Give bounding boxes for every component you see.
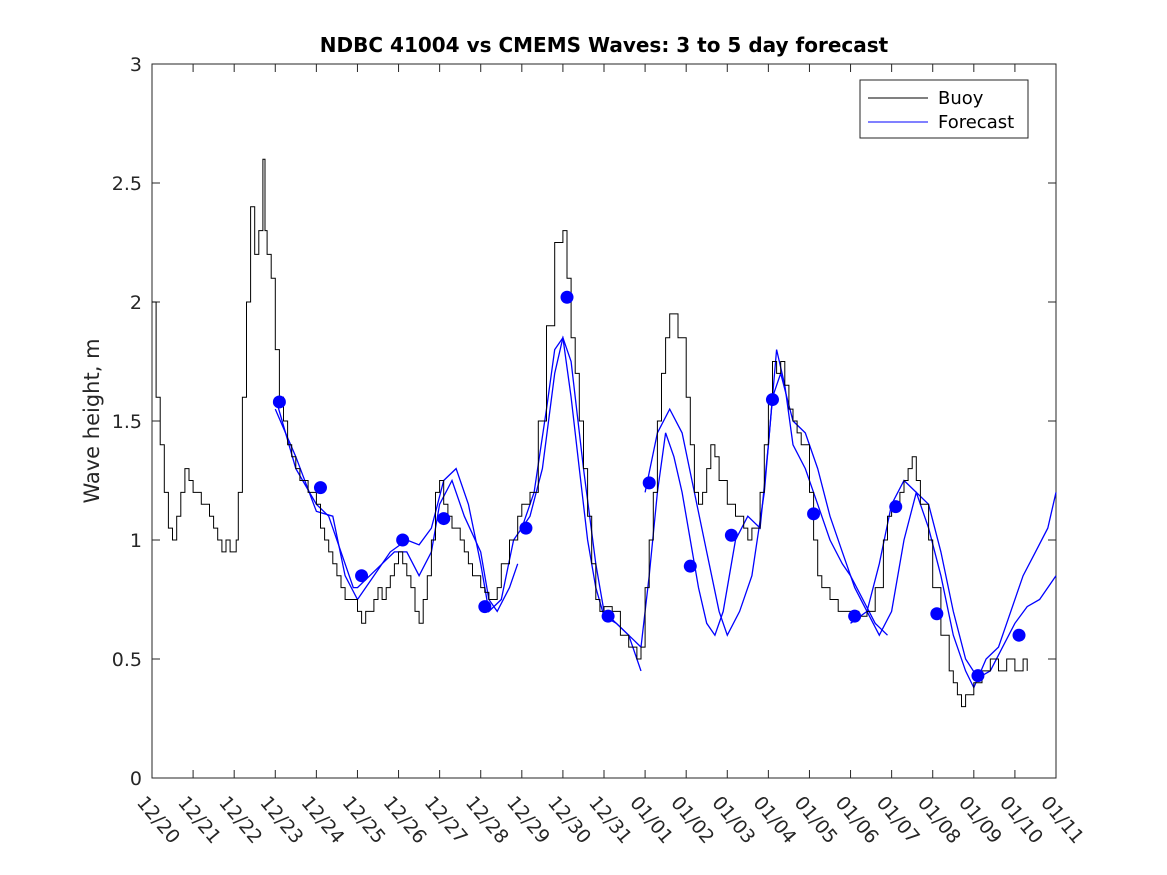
forecast-marker [848, 609, 862, 623]
legend-buoy-label: Buoy [938, 88, 984, 109]
y-tick-label: 1 [130, 530, 142, 552]
forecast-marker [396, 533, 410, 547]
forecast-marker [601, 609, 615, 623]
forecast-marker [807, 507, 821, 521]
forecast-marker [971, 669, 985, 683]
forecast-marker [683, 559, 697, 573]
forecast-marker [437, 512, 451, 526]
forecast-marker [889, 500, 903, 514]
y-tick-label: 3 [130, 54, 142, 76]
y-tick-label: 0 [130, 768, 142, 790]
y-tick-label: 1.5 [112, 411, 142, 433]
y-tick-label: 0.5 [112, 649, 142, 671]
forecast-marker [1012, 628, 1026, 642]
forecast-marker [272, 395, 286, 409]
forecast-marker [930, 607, 944, 621]
y-tick-label: 2.5 [112, 173, 142, 195]
plot-area [151, 63, 1057, 779]
y-tick-label: 2 [130, 292, 142, 314]
legend-forecast-label: Forecast [938, 112, 1014, 133]
forecast-marker [519, 521, 533, 535]
chart-title: NDBC 41004 vs CMEMS Waves: 3 to 5 day fo… [320, 33, 889, 57]
y-axis-label: Wave height, m [80, 338, 104, 503]
forecast-marker [642, 476, 656, 490]
forecast-marker [478, 600, 492, 614]
forecast-series-line [850, 479, 1057, 690]
forecast-marker [765, 393, 779, 407]
forecast-marker [560, 290, 574, 304]
forecast-series-line [274, 397, 519, 613]
legend-box [859, 79, 1029, 139]
forecast-marker [724, 528, 738, 542]
legend: Buoy Forecast [859, 79, 1029, 139]
forecast-marker [355, 569, 369, 583]
forecast-marker [313, 481, 327, 495]
